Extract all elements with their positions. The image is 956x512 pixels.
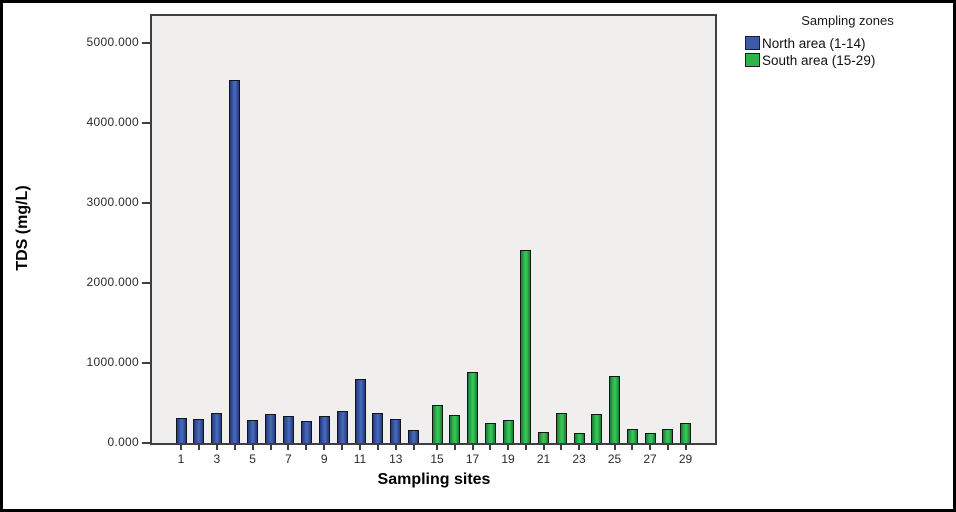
bar-site-3 [211, 412, 223, 443]
x-axis-tick [666, 445, 669, 450]
x-tick-label: 5 [249, 452, 256, 466]
bar-site-6 [265, 413, 276, 443]
bar-site-10 [336, 410, 348, 443]
y-tick-label: 0.000 [107, 435, 139, 449]
y-tick-label: 2000.000 [86, 275, 139, 289]
bar-site-8 [300, 420, 312, 443]
x-axis-tick [269, 445, 272, 450]
bar-site-13 [390, 419, 402, 443]
x-tick-label: 21 [536, 452, 551, 466]
bar-site-5 [247, 420, 259, 443]
x-axis-tick [453, 445, 456, 450]
bar-site-20 [520, 250, 532, 443]
y-axis-tick [142, 442, 150, 444]
x-tick-label: 13 [389, 452, 403, 466]
x-tick-label: 7 [285, 452, 292, 466]
legend-items: North area (1-14) South area (15-29) [745, 35, 950, 68]
x-tick-label: 3 [213, 452, 221, 466]
x-axis-tick [197, 445, 200, 450]
bar-site-11 [354, 379, 366, 443]
y-axis-tick [142, 122, 150, 124]
x-axis-tick [578, 445, 580, 450]
x-axis-tick [489, 445, 492, 450]
legend-swatch-north [745, 36, 760, 50]
bar-site-23 [573, 433, 585, 443]
legend-swatch-south [745, 53, 760, 67]
x-axis-tick [287, 445, 290, 450]
bar-site-19 [502, 420, 514, 443]
y-tick-label: 1000.000 [86, 355, 139, 369]
x-tick-label: 9 [320, 452, 328, 466]
x-tick-label: 17 [465, 452, 480, 466]
bar-site-12 [372, 412, 384, 443]
legend-title: Sampling zones [801, 13, 894, 28]
x-axis-tick [595, 445, 598, 450]
y-tick-label: 4000.000 [86, 115, 139, 129]
bar-site-15 [431, 404, 443, 443]
bar-site-21 [538, 431, 549, 443]
x-tick-label: 27 [643, 452, 657, 466]
bar-site-7 [282, 415, 294, 443]
bar-site-27 [644, 432, 656, 443]
x-axis-tick [180, 445, 182, 450]
bar-site-14 [408, 430, 420, 443]
x-axis-tick [524, 445, 527, 450]
legend-panel: Sampling zones North area (1-14) South ar… [745, 13, 950, 69]
bar-site-17 [467, 371, 478, 443]
x-axis-tick [233, 445, 236, 450]
bar-site-1 [175, 418, 187, 443]
bar-site-2 [193, 419, 205, 443]
bar-site-9 [318, 416, 330, 443]
legend-item-south: South area (15-29) [745, 52, 950, 68]
x-axis-tick [560, 445, 563, 450]
bar-site-16 [449, 414, 461, 443]
x-axis-tick [613, 445, 616, 450]
y-tick-label: 5000.000 [86, 35, 139, 49]
y-axis-tick [142, 362, 150, 364]
x-tick-label: 19 [501, 452, 515, 466]
bar-site-22 [555, 412, 567, 443]
bar-site-26 [626, 429, 638, 443]
bar-site-24 [591, 414, 603, 443]
x-axis-tick [323, 445, 326, 450]
x-axis-tick [412, 445, 415, 450]
x-tick-label: 29 [678, 452, 693, 466]
x-tick-label: 25 [607, 452, 622, 466]
x-axis-tick [649, 445, 651, 450]
x-axis-tick [507, 445, 509, 450]
y-axis-tick [142, 42, 150, 44]
x-axis-tick [251, 445, 254, 450]
x-tick-label: 23 [572, 452, 586, 466]
y-axis-title: TDS (mg/L) [14, 185, 31, 271]
x-axis-title: Sampling sites [377, 471, 491, 488]
legend-item-north: North area (1-14) [745, 35, 950, 51]
x-axis-tick [631, 445, 634, 450]
x-axis-tick [436, 445, 438, 450]
bar-site-25 [609, 375, 620, 443]
legend-item-label: North area (1-14) [762, 35, 866, 51]
x-axis-tick [542, 445, 545, 450]
x-tick-label: 15 [430, 452, 444, 466]
x-axis-tick [215, 445, 218, 450]
plot-area [150, 14, 717, 445]
y-axis-tick [142, 202, 150, 204]
x-axis-tick [341, 445, 344, 450]
bar-site-4 [229, 80, 241, 443]
x-axis-tick [305, 445, 308, 450]
x-tick-label: 11 [353, 452, 367, 466]
bar-site-28 [662, 429, 674, 443]
y-axis-tick [142, 282, 150, 284]
bar-site-29 [680, 423, 691, 443]
x-axis-tick [471, 445, 474, 450]
bar-site-18 [484, 422, 496, 443]
x-axis-tick [376, 445, 379, 450]
x-tick-label: 1 [177, 452, 185, 466]
x-axis-tick [394, 445, 397, 450]
y-tick-label: 3000.000 [86, 195, 139, 209]
x-axis-tick [684, 445, 687, 450]
x-axis-tick [359, 445, 361, 450]
legend-item-label: South area (15-29) [762, 52, 876, 68]
